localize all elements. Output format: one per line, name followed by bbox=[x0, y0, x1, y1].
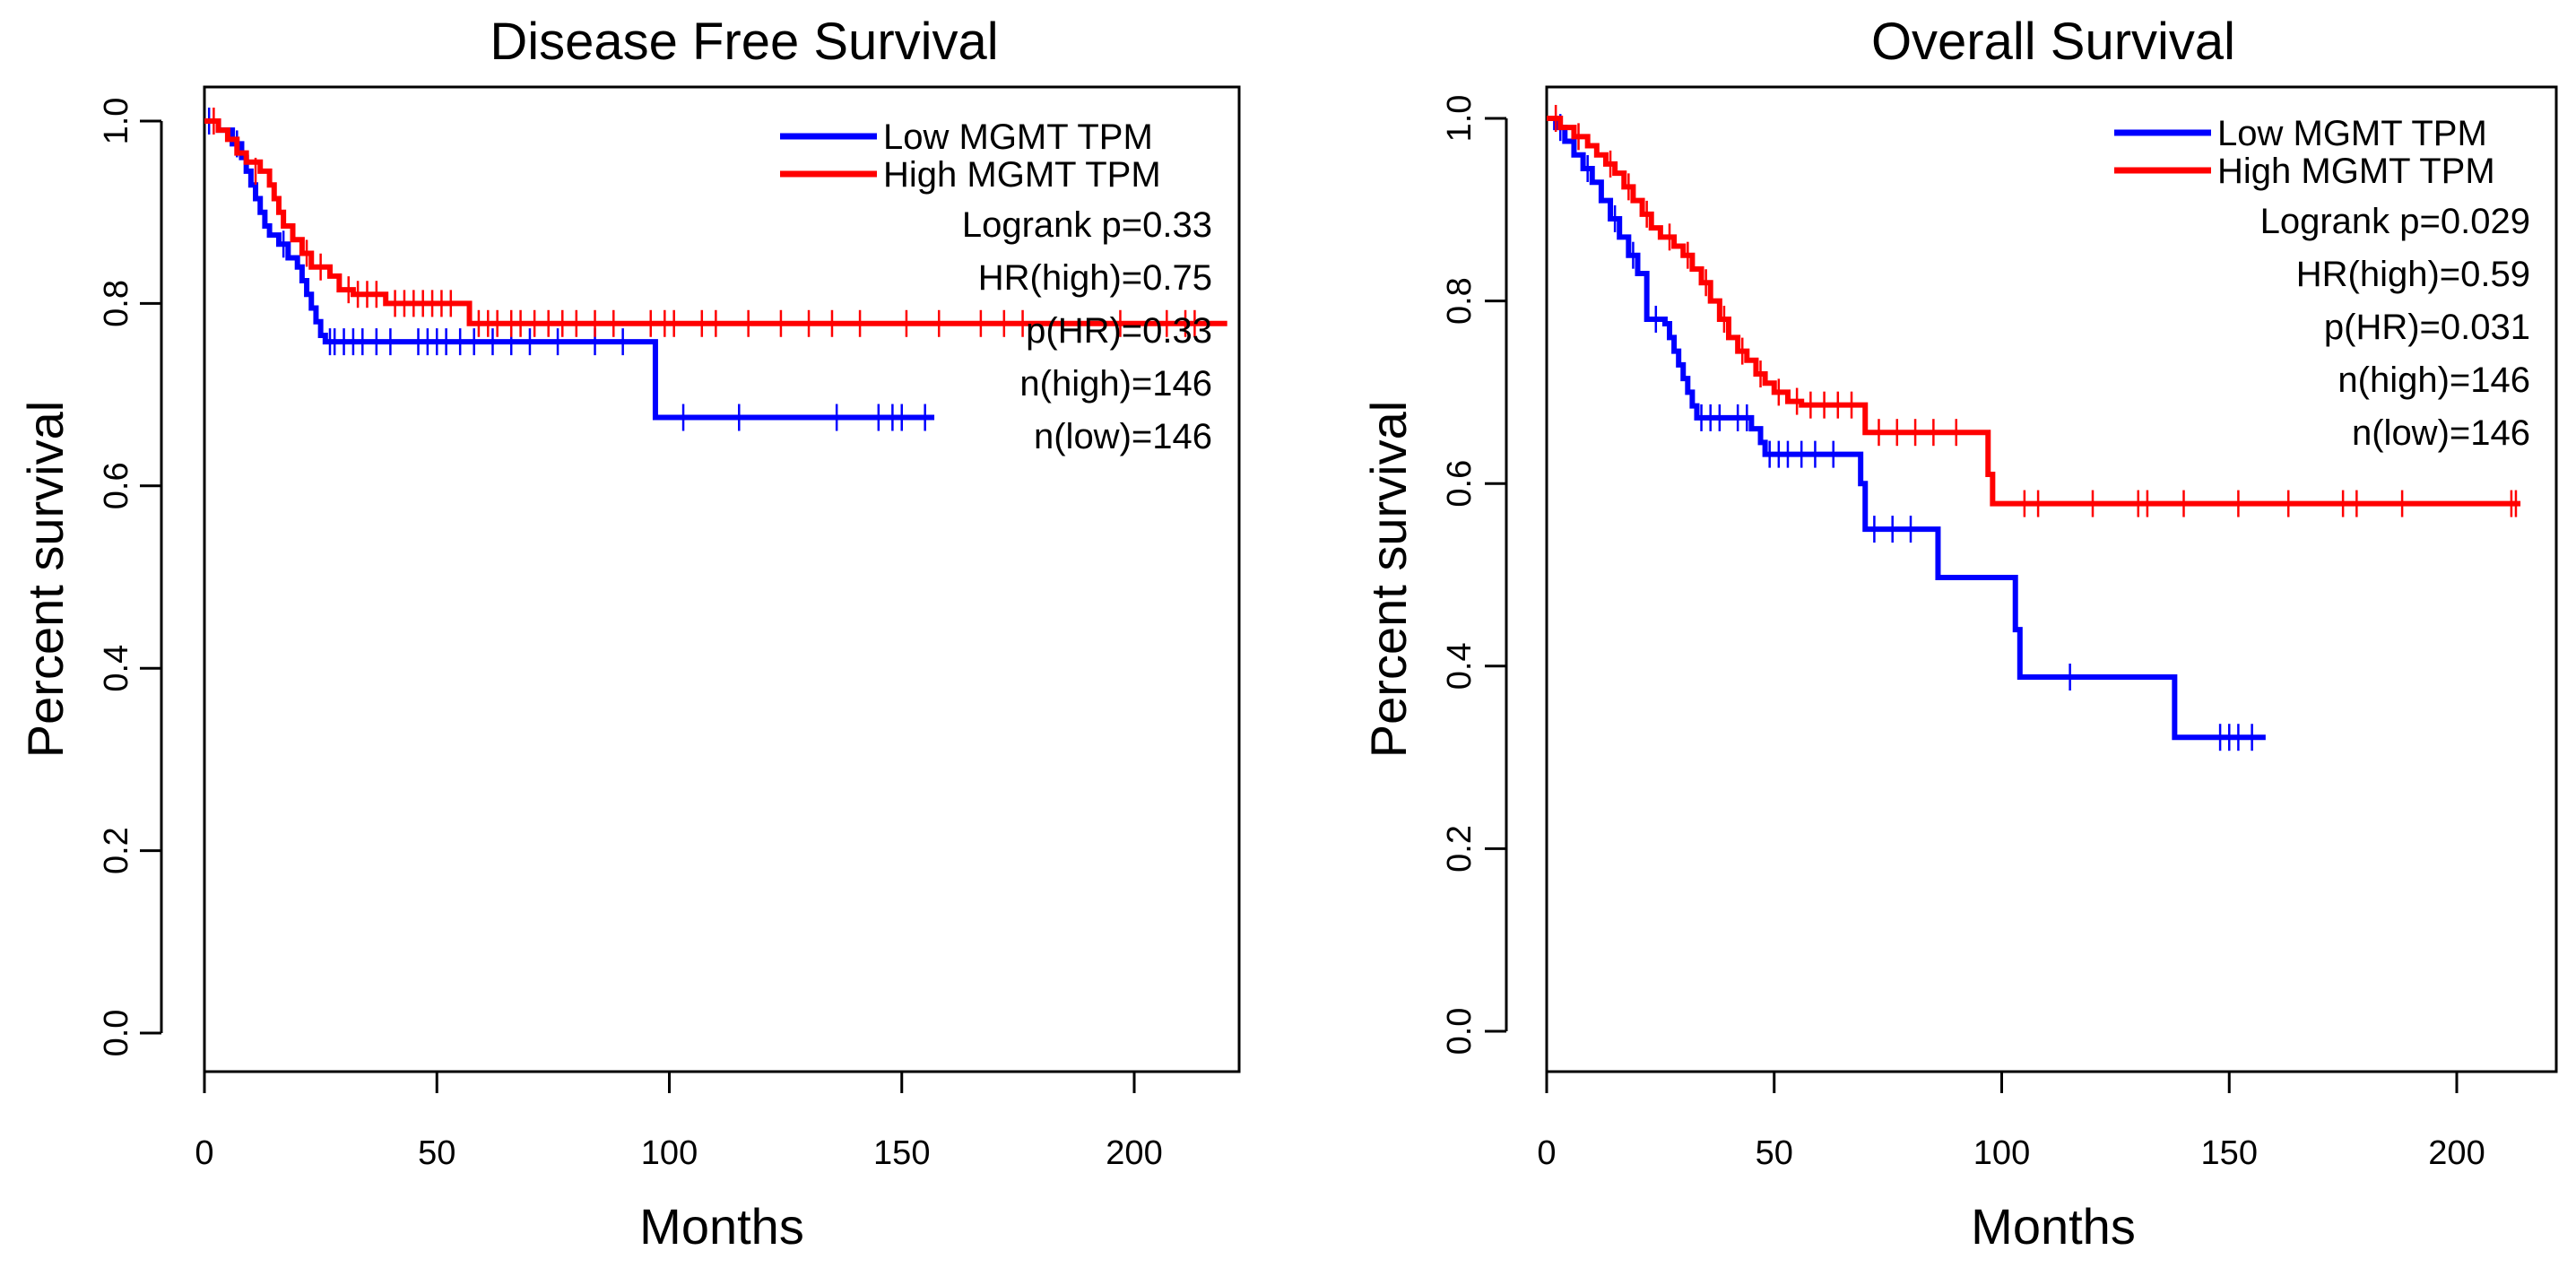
y-axis: 0.0 0.2 0.4 0.6 0.8 1.0 bbox=[1441, 95, 1508, 1055]
stats-block: Logrank p=0.33 HR(high)=0.75 p(HR)=0.33 … bbox=[962, 205, 1212, 456]
chart-title: Overall Survival bbox=[1871, 13, 2235, 71]
stat-p-hr: p(HR)=0.33 bbox=[1026, 311, 1212, 351]
x-tick-label: 0 bbox=[195, 1134, 213, 1172]
legend-label-low: Low MGMT TPM bbox=[2217, 114, 2487, 153]
x-axis-label: Months bbox=[1971, 1198, 2136, 1255]
stat-n-high: n(high)=146 bbox=[1019, 364, 1212, 404]
series-group bbox=[1547, 105, 2521, 751]
x-tick-label: 150 bbox=[873, 1134, 930, 1172]
x-axis-label: Months bbox=[639, 1198, 804, 1255]
y-tick-label: 0.6 bbox=[98, 462, 135, 509]
stat-logrank: Logrank p=0.029 bbox=[2260, 202, 2530, 241]
stat-n-low: n(low)=146 bbox=[1034, 417, 1212, 456]
legend-label-high: High MGMT TPM bbox=[2217, 152, 2495, 191]
stat-hr: HR(high)=0.75 bbox=[978, 258, 1212, 298]
y-tick-label: 1.0 bbox=[1441, 95, 1479, 143]
stat-logrank: Logrank p=0.33 bbox=[962, 205, 1212, 245]
y-tick-label: 0.4 bbox=[98, 645, 135, 692]
y-tick-label: 0.0 bbox=[1441, 1008, 1479, 1055]
x-tick-label: 50 bbox=[1756, 1134, 1793, 1172]
x-tick-label: 100 bbox=[641, 1134, 698, 1172]
x-tick-label: 200 bbox=[1106, 1134, 1162, 1172]
chart-title: Disease Free Survival bbox=[490, 13, 998, 71]
x-tick-label: 150 bbox=[2201, 1134, 2258, 1172]
x-tick-label: 0 bbox=[1537, 1134, 1556, 1172]
y-tick-label: 0.8 bbox=[98, 280, 135, 327]
y-axis-label: Percent survival bbox=[17, 401, 74, 758]
legend-label-high: High MGMT TPM bbox=[883, 155, 1161, 195]
y-axis: 0.0 0.2 0.4 0.6 0.8 1.0 bbox=[98, 98, 163, 1057]
panel-disease-free-survival: Disease Free Survival 0.0 0.2 0.4 0.6 0.8 1.0… bbox=[17, 13, 1241, 1255]
x-tick-label: 100 bbox=[1973, 1134, 2030, 1172]
y-tick-label: 0.8 bbox=[1441, 277, 1479, 325]
stat-n-high: n(high)=146 bbox=[2337, 360, 2530, 400]
y-tick-label: 0.4 bbox=[1441, 642, 1479, 690]
x-tick-label: 50 bbox=[418, 1134, 455, 1172]
stats-block: Logrank p=0.029 HR(high)=0.59 p(HR)=0.03… bbox=[2260, 202, 2530, 453]
y-axis-label: Percent survival bbox=[1360, 401, 1417, 758]
y-tick-label: 1.0 bbox=[98, 98, 135, 145]
y-tick-label: 0.6 bbox=[1441, 460, 1479, 508]
y-tick-label: 0.0 bbox=[98, 1010, 135, 1057]
legend: Low MGMT TPM High MGMT TPM bbox=[780, 117, 1161, 195]
y-tick-label: 0.2 bbox=[98, 827, 135, 874]
x-axis: 0 50 100 150 200 bbox=[195, 1070, 1163, 1172]
series-group bbox=[204, 108, 1227, 431]
stat-hr: HR(high)=0.59 bbox=[2296, 255, 2530, 294]
legend: Low MGMT TPM High MGMT TPM bbox=[2114, 114, 2495, 191]
stat-n-low: n(low)=146 bbox=[2352, 413, 2530, 453]
x-axis: 0 50 100 150 200 bbox=[1537, 1070, 2485, 1172]
panel-overall-survival: Overall Survival 0.0 0.2 0.4 0.6 0.8 1.0 0 50 1… bbox=[1360, 13, 2558, 1255]
survival-curve-low bbox=[1547, 116, 2266, 741]
x-tick-label: 200 bbox=[2428, 1134, 2485, 1172]
legend-label-low: Low MGMT TPM bbox=[883, 117, 1153, 157]
y-tick-label: 0.2 bbox=[1441, 825, 1479, 873]
survival-curve-high bbox=[1547, 116, 2521, 507]
stat-p-hr: p(HR)=0.031 bbox=[2324, 308, 2530, 347]
